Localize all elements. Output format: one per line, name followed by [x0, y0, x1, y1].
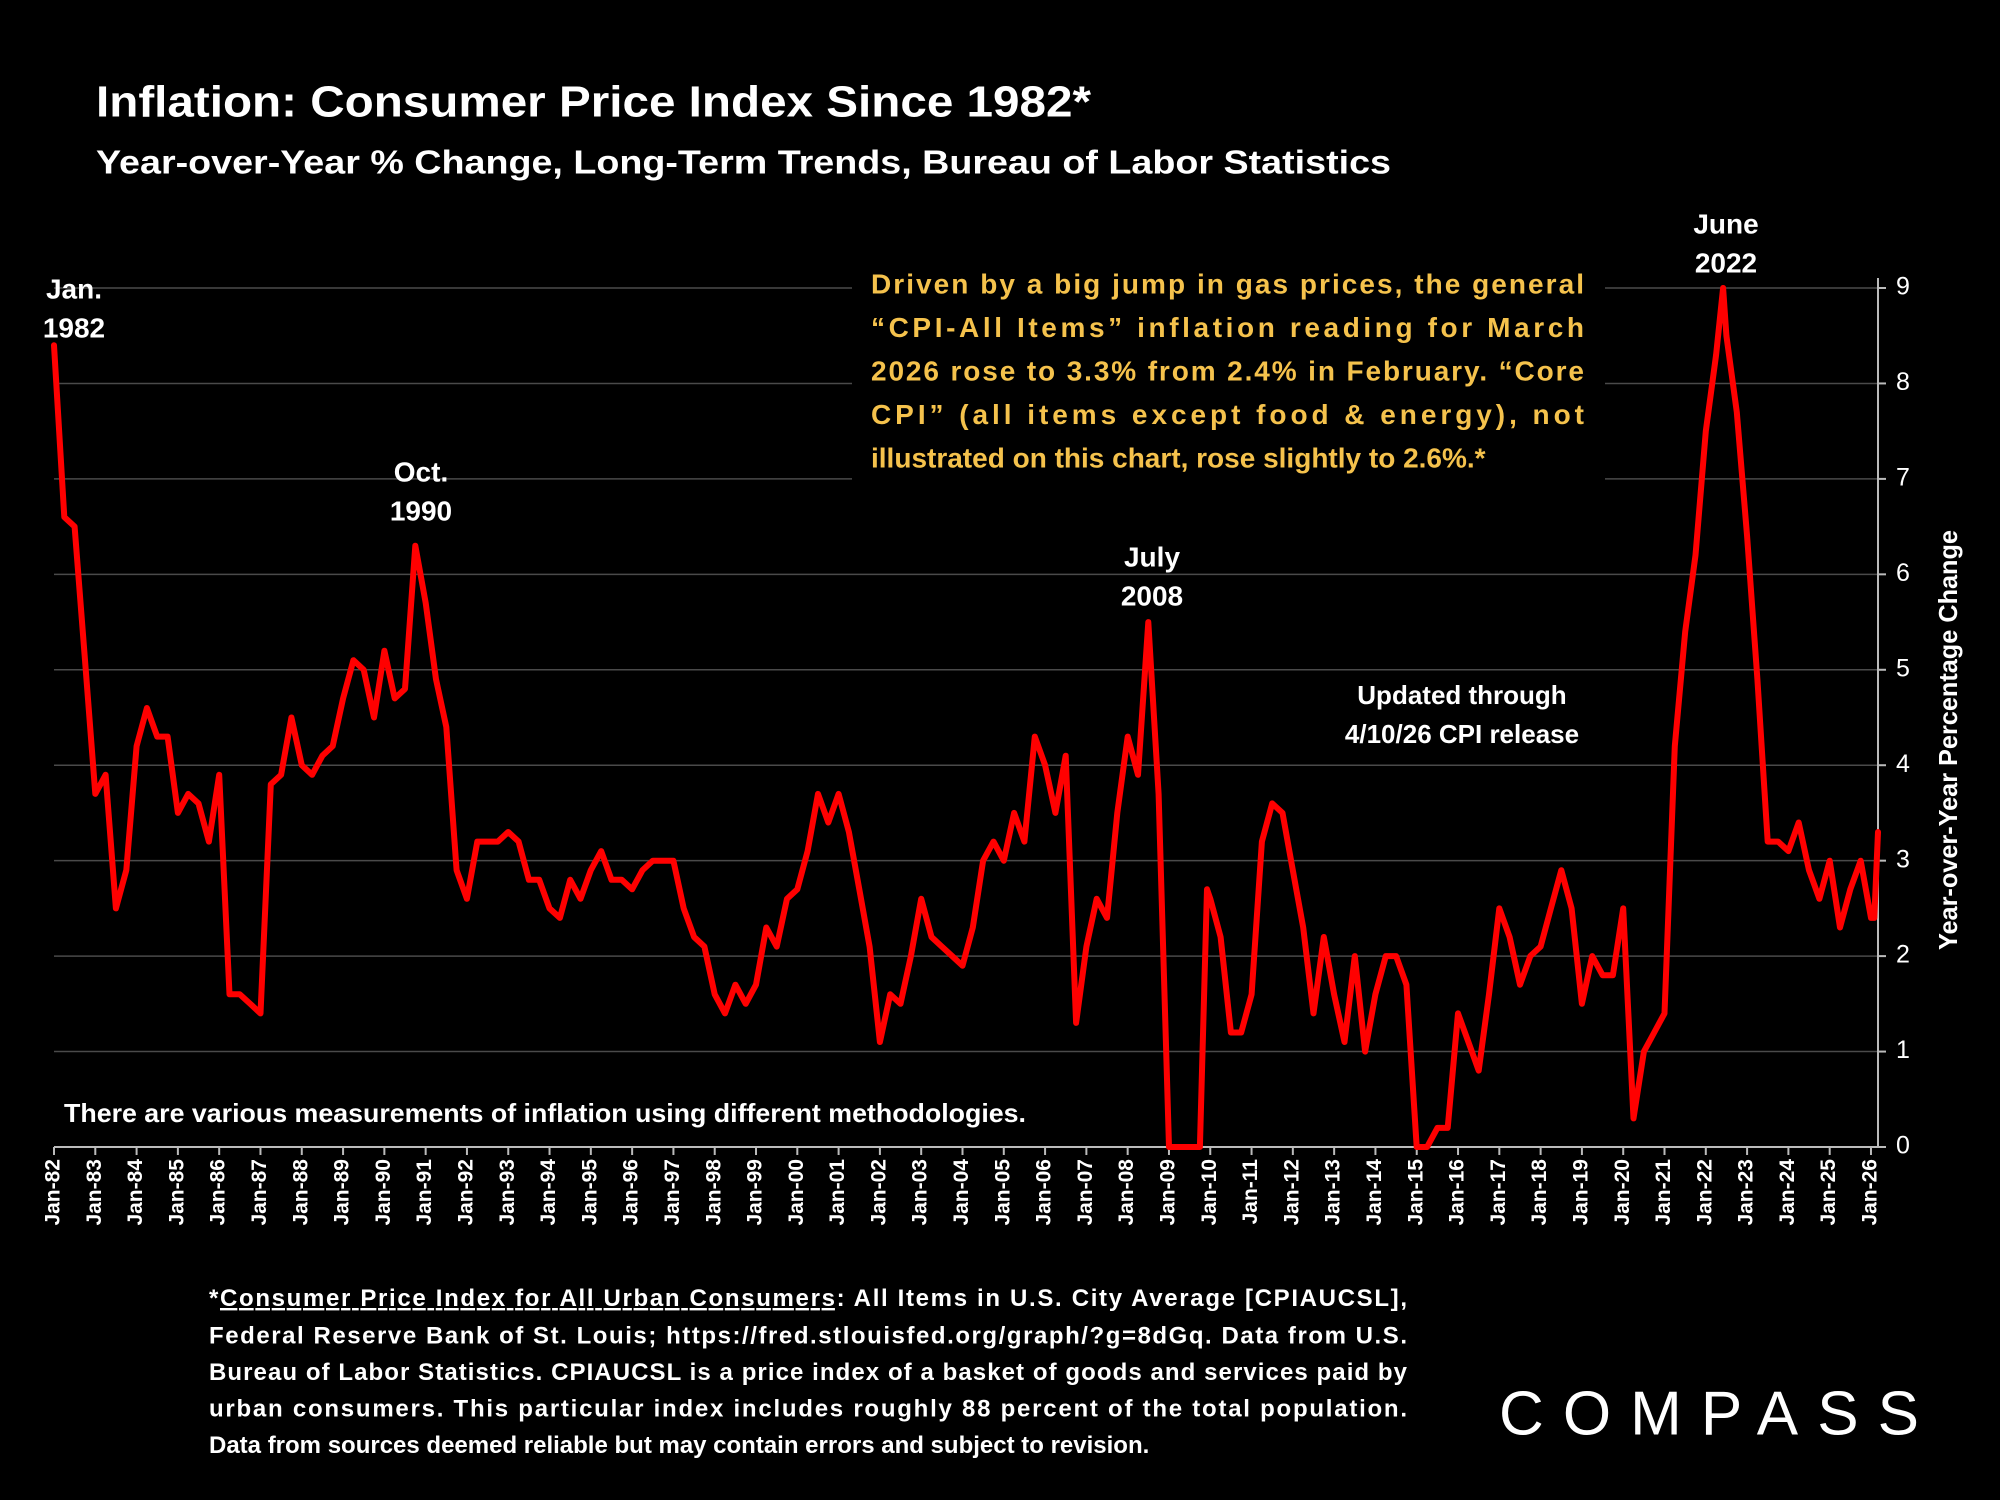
source-line: Federal Reserve Bank of St. Louis; https… — [209, 1322, 1407, 1349]
peak-annotation: Jan. — [46, 273, 102, 304]
x-tick-label: Jan-25 — [1817, 1159, 1840, 1226]
x-tick-label: Jan-91 — [413, 1159, 436, 1226]
y-tick-label: 6 — [1896, 559, 1910, 587]
peak-annotation: 2022 — [1695, 247, 1757, 278]
update-note: 4/10/26 CPI release — [1345, 719, 1579, 749]
y-tick-label: 5 — [1896, 654, 1910, 682]
source-text: * — [209, 1285, 219, 1312]
y-tick-label: 1 — [1896, 1036, 1910, 1064]
y-tick-label: 4 — [1896, 750, 1910, 778]
x-tick-label: Jan-21 — [1652, 1159, 1675, 1226]
x-tick-label: Jan-15 — [1404, 1159, 1427, 1226]
x-tick-label: Jan-04 — [950, 1159, 973, 1226]
x-tick-label: Jan-86 — [207, 1159, 230, 1226]
y-tick-label: 3 — [1896, 845, 1910, 873]
x-tick-label: Jan-07 — [1074, 1159, 1097, 1226]
footnote: There are various measurements of inflat… — [64, 1098, 1026, 1128]
x-tick-label: Jan-22 — [1693, 1159, 1716, 1226]
x-tick-label: Jan-97 — [661, 1159, 684, 1226]
x-tick-label: Jan-13 — [1322, 1159, 1345, 1226]
note-text: “CPI-All Items” inflation reading for Ma… — [871, 312, 1584, 343]
x-tick-label: Jan-96 — [620, 1159, 643, 1226]
x-tick-label: Jan-03 — [909, 1159, 932, 1226]
source-line: *Consumer Price Index for All Urban Cons… — [209, 1285, 1407, 1312]
x-tick-label: Jan-23 — [1735, 1159, 1758, 1226]
x-tick-label: Jan-14 — [1363, 1159, 1386, 1226]
x-tick-label: Jan-18 — [1528, 1159, 1551, 1226]
x-tick-label: Jan-84 — [124, 1159, 147, 1226]
peak-annotation: July — [1124, 541, 1180, 572]
peak-annotation: June — [1693, 208, 1758, 239]
source-line: Bureau of Labor Statistics. CPIAUCSL is … — [209, 1359, 1408, 1386]
note-text: Driven by a big jump in gas prices, the … — [871, 268, 1584, 299]
source-line: urban consumers. This particular index i… — [209, 1395, 1407, 1422]
x-tick-label: Jan-12 — [1280, 1159, 1303, 1226]
source-line: Data from sources deemed reliable but ma… — [209, 1432, 1149, 1459]
x-tick-label: Jan-87 — [248, 1159, 271, 1226]
logo: COMPASS — [1499, 1379, 1919, 1448]
x-tick-label: Jan-24 — [1776, 1159, 1799, 1226]
note-text: 2026 rose to 3.3% from 2.4% in February.… — [871, 355, 1584, 386]
x-tick-label: Jan-01 — [826, 1159, 849, 1226]
y-tick-label: 2 — [1896, 941, 1910, 969]
x-tick-label: Jan-98 — [702, 1159, 725, 1226]
x-tick-label: Jan-99 — [744, 1159, 767, 1226]
x-tick-label: Jan-16 — [1446, 1159, 1469, 1226]
y-tick-label: 8 — [1896, 368, 1910, 396]
x-tick-label: Jan-89 — [331, 1159, 354, 1226]
peak-annotation: 2008 — [1121, 580, 1183, 611]
x-tick-label: Jan-11 — [1239, 1159, 1262, 1225]
chart-subtitle: Year-over-Year % Change, Long-Term Trend… — [96, 144, 1391, 181]
x-tick-label: Jan-10 — [1198, 1159, 1221, 1226]
x-tick-label: Jan-90 — [372, 1159, 395, 1226]
x-tick-label: Jan-93 — [496, 1159, 519, 1226]
x-tick-label: Jan-26 — [1859, 1159, 1882, 1226]
source-text: : All Items in U.S. City Average [CPIAUC… — [837, 1285, 1407, 1312]
x-tick-label: Jan-95 — [578, 1159, 601, 1226]
peak-annotation: Oct. — [394, 456, 448, 487]
update-note: Updated through — [1357, 680, 1566, 710]
peak-annotation: 1982 — [43, 312, 105, 343]
x-tick-label: Jan-20 — [1611, 1159, 1634, 1226]
note-box — [852, 262, 1605, 486]
x-tick-label: Jan-17 — [1487, 1159, 1510, 1226]
y-tick-label: 0 — [1896, 1132, 1910, 1160]
x-tick-label: Jan-09 — [1157, 1159, 1180, 1226]
peak-annotation: 1990 — [390, 495, 452, 526]
x-tick-label: Jan-02 — [867, 1159, 890, 1226]
x-tick-label: Jan-85 — [165, 1159, 188, 1226]
x-tick-label: Jan-82 — [42, 1159, 65, 1226]
x-tick-label: Jan-83 — [83, 1159, 106, 1226]
x-tick-label: Jan-05 — [991, 1159, 1014, 1226]
cpi-line — [51, 285, 1881, 1150]
x-tick-label: Jan-19 — [1569, 1159, 1592, 1226]
y-axis-title: Year-over-Year Percentage Change — [1933, 530, 1963, 950]
note-text: illustrated on this chart, rose slightly… — [871, 442, 1486, 473]
y-tick-label: 7 — [1896, 463, 1910, 491]
x-tick-label: Jan-92 — [454, 1159, 477, 1226]
x-tick-label: Jan-08 — [1115, 1159, 1138, 1226]
y-tick-label: 9 — [1896, 273, 1910, 301]
x-tick-label: Jan-06 — [1033, 1159, 1056, 1226]
x-tick-label: Jan-00 — [785, 1159, 808, 1226]
source-link: Consumer Price Index for All Urban Consu… — [220, 1285, 835, 1312]
x-tick-label: Jan-88 — [289, 1159, 312, 1226]
x-tick-label: Jan-94 — [537, 1159, 560, 1226]
chart-title: Inflation: Consumer Price Index Since 19… — [96, 78, 1092, 127]
